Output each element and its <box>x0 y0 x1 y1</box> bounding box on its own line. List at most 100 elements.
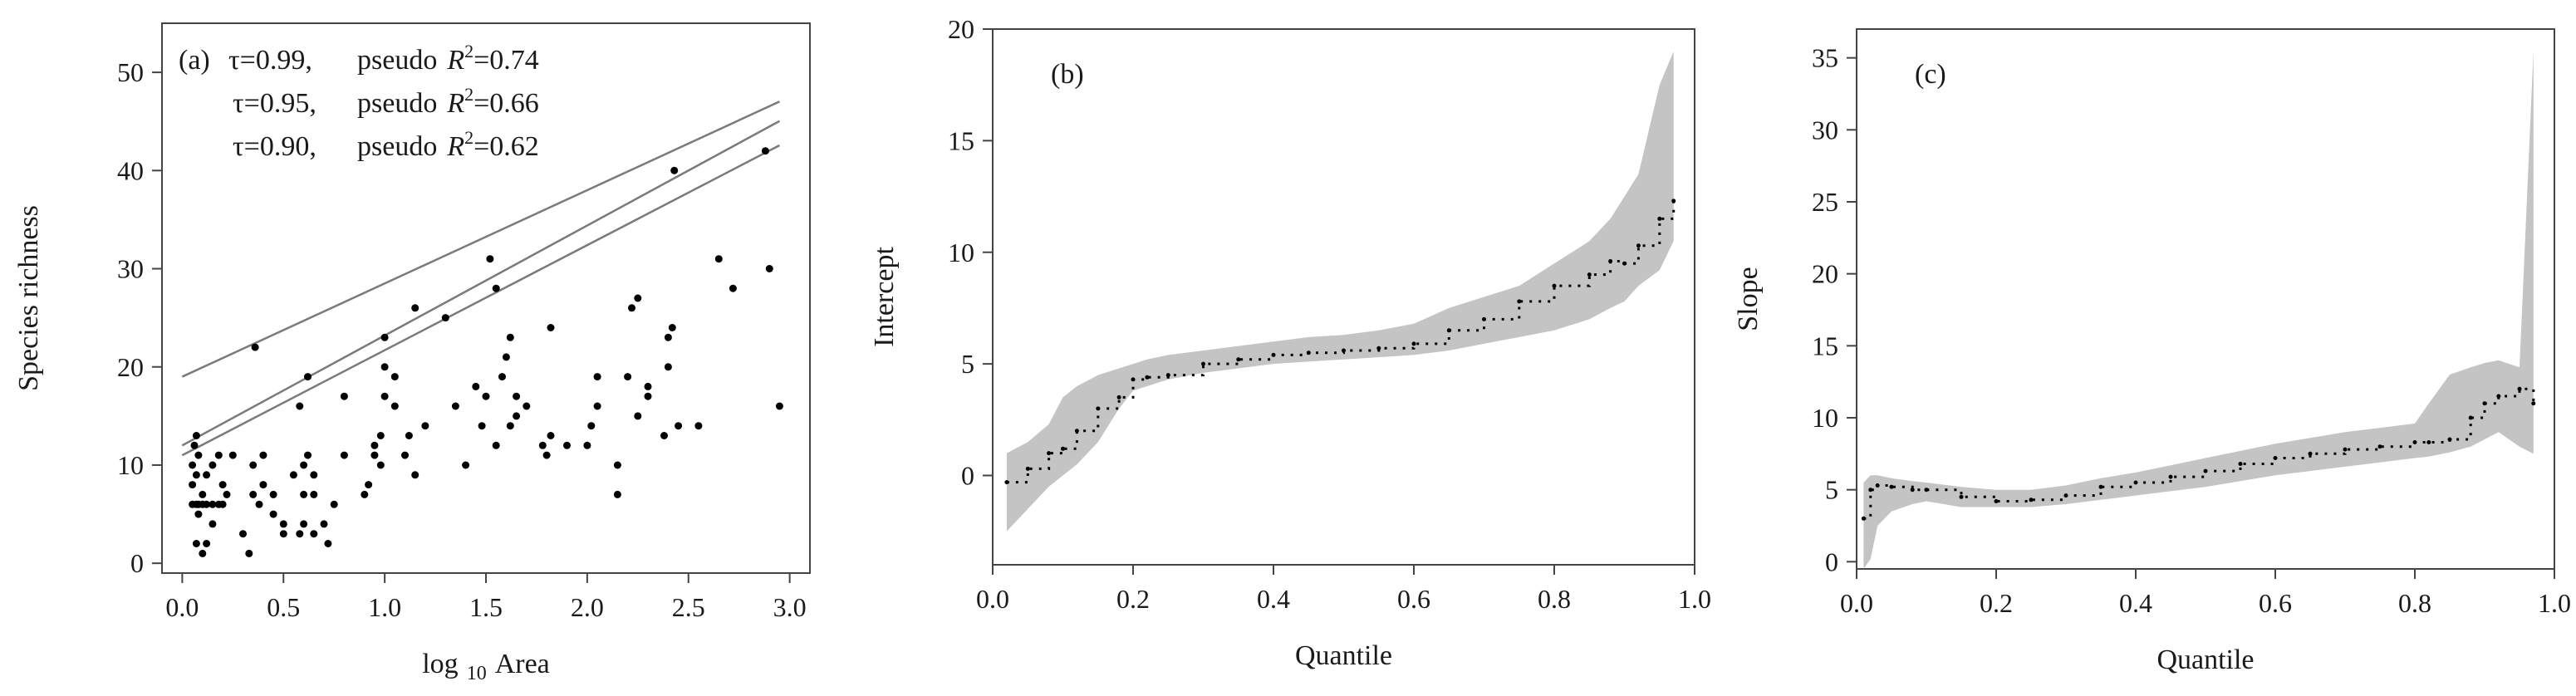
data-point <box>761 147 769 155</box>
estimate-point <box>1131 377 1136 382</box>
data-point <box>634 412 642 420</box>
quantile-regression-line <box>181 144 781 457</box>
data-point <box>259 481 267 489</box>
data-point <box>340 392 348 400</box>
y-axis-title: Slope <box>1733 267 1764 331</box>
x-tick-label: 0.6 <box>2259 588 2292 618</box>
data-point <box>765 265 773 272</box>
data-point <box>192 432 200 439</box>
estimate-point <box>2482 401 2487 406</box>
y-tick-label: 0 <box>961 461 974 491</box>
data-point <box>506 333 514 341</box>
estimate-point <box>2496 394 2501 399</box>
estimate-point <box>2412 440 2417 444</box>
x-tick-label: 0.2 <box>1116 584 1150 614</box>
y-axis-title: Intercept <box>869 247 900 347</box>
x-tick-label: 0.0 <box>165 592 199 622</box>
annotation-r2-var: R <box>446 131 464 162</box>
data-point <box>482 392 490 400</box>
data-point <box>304 451 312 459</box>
x-tick-label: 0.2 <box>1980 588 2013 618</box>
data-point <box>296 530 304 538</box>
data-point <box>634 294 642 302</box>
confidence-band <box>1863 51 2534 569</box>
data-point <box>194 510 203 518</box>
annotation-r2-var: R <box>446 88 464 119</box>
data-point <box>199 490 207 498</box>
annotation-r2-sup: 2 <box>464 127 473 148</box>
data-point <box>664 333 672 341</box>
data-point <box>300 490 308 498</box>
estimate-point <box>1145 375 1150 380</box>
data-point <box>189 461 197 469</box>
data-point <box>538 441 547 449</box>
y-tick-label: 10 <box>948 238 974 267</box>
data-point <box>411 304 420 312</box>
y-tick-label: 10 <box>117 450 144 480</box>
data-point <box>249 461 258 469</box>
data-point <box>390 402 399 410</box>
data-point <box>199 549 207 557</box>
x-tick-label: 3.0 <box>773 592 807 622</box>
estimate-point <box>1636 243 1641 248</box>
data-point <box>613 490 621 498</box>
data-point <box>376 432 385 439</box>
data-point <box>304 373 312 381</box>
annotation-tau: τ=0.90, <box>233 131 316 162</box>
data-point <box>583 441 591 449</box>
data-point <box>255 500 263 508</box>
data-point <box>361 490 369 498</box>
estimate-point <box>1201 361 1205 366</box>
data-point <box>279 530 287 538</box>
estimate-point <box>1004 480 1009 485</box>
annotation-r2-prefix: pseudo <box>357 45 437 76</box>
estimate-point <box>1116 395 1121 399</box>
data-point <box>269 510 277 518</box>
panel-label: (a) <box>179 45 210 76</box>
data-point <box>324 540 332 547</box>
panel-label: (c) <box>1915 59 1946 90</box>
data-point <box>405 432 413 439</box>
estimate-point <box>1096 406 1101 411</box>
estimate-point <box>1622 261 1627 266</box>
y-axis-title: Species richness <box>13 205 44 391</box>
data-point <box>269 490 277 498</box>
data-point <box>486 255 494 263</box>
y-tick-label: 5 <box>961 349 974 379</box>
data-point <box>542 451 551 459</box>
estimate-point <box>1868 488 1873 493</box>
estimate-point <box>1306 350 1311 355</box>
data-point <box>660 432 668 439</box>
estimate-point <box>2468 415 2473 420</box>
y-tick-label: 25 <box>1812 187 1838 217</box>
data-point <box>513 392 521 400</box>
data-point <box>502 353 510 361</box>
data-point <box>370 451 379 459</box>
x-tick-label: 0.4 <box>2119 588 2152 618</box>
x-tick-label: 0.4 <box>1257 584 1290 614</box>
data-point <box>462 461 470 469</box>
data-point <box>492 284 500 292</box>
estimate-point <box>2426 440 2431 444</box>
data-point <box>203 471 211 479</box>
data-point <box>547 432 555 439</box>
data-point <box>498 373 506 381</box>
data-point <box>380 333 389 341</box>
estimate-point <box>1959 494 1964 499</box>
data-point <box>675 422 683 430</box>
data-point <box>296 402 304 410</box>
x-axis-title: Quantile <box>1295 640 1392 671</box>
data-point <box>249 490 258 498</box>
x-tick-label: 1.0 <box>1678 584 1711 614</box>
annotation-r2-value: =0.62 <box>473 131 539 162</box>
estimate-point <box>1047 451 1052 456</box>
annotation-pseudo-r2: pseudo R2=0.74 <box>357 41 539 76</box>
data-point <box>478 422 486 430</box>
x-tick-label: 1.0 <box>2538 588 2571 618</box>
data-point <box>380 363 389 371</box>
y-tick-label: 40 <box>117 155 144 185</box>
data-point <box>214 451 223 459</box>
data-point <box>192 471 200 479</box>
panel-label: (b) <box>1051 59 1084 90</box>
